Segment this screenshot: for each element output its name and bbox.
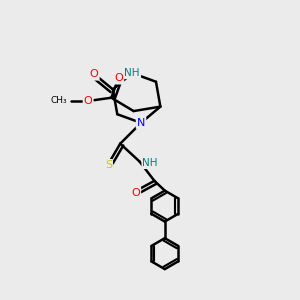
Text: O: O [84,96,92,106]
Text: NH: NH [142,158,158,168]
Text: O: O [114,74,123,83]
Text: S: S [105,160,112,170]
Text: O: O [131,188,140,198]
Text: O: O [90,70,98,80]
Text: CH₃: CH₃ [50,96,67,105]
Text: N: N [137,118,145,128]
Text: NH: NH [124,68,140,78]
